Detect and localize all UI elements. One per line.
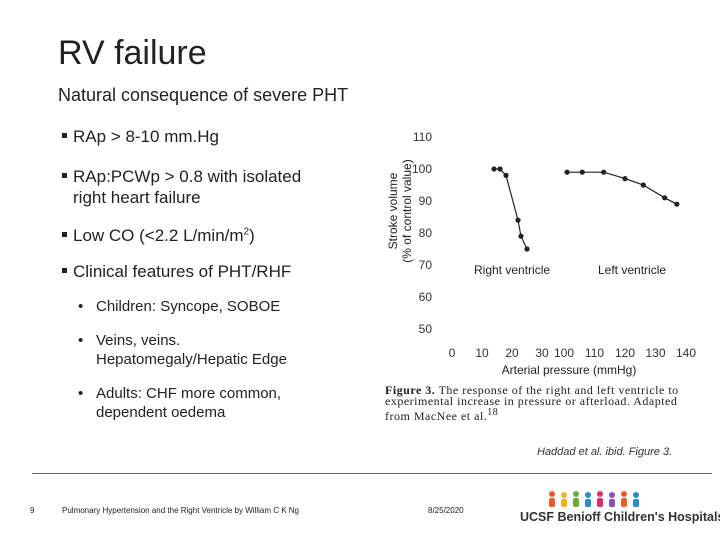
figure-caption: Figure 3. The response of the right and … <box>385 383 705 423</box>
y-axis-label-line2: (% of control value) <box>400 159 414 262</box>
x-tick-label: 120 <box>615 346 635 360</box>
left-ventricle-point <box>662 195 668 201</box>
y-tick-label: 80 <box>419 226 433 240</box>
sub-bullet-adults-line2: dependent oedema <box>96 404 226 421</box>
slide-subtitle: Natural consequence of severe PHT <box>58 85 349 105</box>
left-ventricle-point <box>640 182 646 188</box>
right-ventricle-point <box>524 246 530 252</box>
y-tick-label: 90 <box>419 194 433 208</box>
x-tick-label: 140 <box>676 346 696 360</box>
page-number: 9 <box>30 506 35 515</box>
sub-bullet-veins: • Veins, veins. Hepatomegaly/Hepatic Edg… <box>78 331 287 369</box>
bullet-low-co-sup: 2 <box>243 226 250 238</box>
y-tick-label: 50 <box>419 322 433 336</box>
x-tick-label: 100 <box>554 346 574 360</box>
left-ventricle-point <box>579 169 585 175</box>
series-lines <box>491 166 680 252</box>
ucsf-logo: UCSF Benioff Children's Hospitals <box>520 510 720 524</box>
children-figures-icon <box>549 491 639 507</box>
right-ventricle-point <box>491 166 497 172</box>
left-ventricle-point <box>601 169 607 175</box>
series-label-right-ventricle: Right ventricle <box>474 263 550 277</box>
sub-bullet-children-text: Children: Syncope, SOBOE <box>96 298 281 315</box>
x-tick-label: 130 <box>645 346 665 360</box>
x-tick-label: 110 <box>585 346 604 360</box>
figure-caption-line2: experimental increase in pressure or aft… <box>385 394 678 408</box>
x-tick-label: 20 <box>505 346 519 360</box>
x-tick-label: 0 <box>449 346 456 360</box>
sub-bullet-veins-line2: Hepatomegaly/Hepatic Edge <box>96 351 287 368</box>
right-ventricle-point <box>497 166 503 172</box>
y-tick-label: 70 <box>419 258 433 272</box>
right-ventricle-point <box>518 233 524 239</box>
footer-divider <box>32 473 712 474</box>
y-tick-label: 110 <box>413 130 432 144</box>
stroke-volume-chart: Stroke volume (% of control value) 110 10… <box>386 130 697 377</box>
dot-bullet-icon: • <box>78 332 84 349</box>
sub-bullet-veins-line1: Veins, veins. <box>96 332 181 349</box>
left-ventricle-line <box>567 171 678 205</box>
figure-caption-line1: The response of the right and left ventr… <box>438 383 679 397</box>
sub-bullet-adults-line1: Adults: CHF more common, <box>96 385 282 402</box>
series-label-left-ventricle: Left ventricle <box>598 263 666 277</box>
bullet-clinical: Clinical features of PHT/RHF <box>62 262 291 282</box>
left-ventricle-point <box>674 201 680 207</box>
dot-bullet-icon: • <box>78 298 84 315</box>
square-bullet-icon <box>62 268 67 274</box>
bullet-rap-pcwp-line1: RAp:PCWp > 0.8 with isolated <box>73 167 302 186</box>
x-tick-labels: 0 10 20 30 100 110 120 130 140 <box>449 346 697 360</box>
right-ventricle-point <box>515 217 521 223</box>
bullet-low-co: Low CO (<2.2 L/min/m2) <box>62 226 255 246</box>
bullet-low-co-text: Low CO (<2.2 L/min/m <box>73 226 244 245</box>
left-ventricle-point <box>564 169 570 175</box>
figure-caption-line3: from MacNee et al. <box>385 409 488 423</box>
bullet-rap: RAp > 8-10 mm.Hg <box>62 127 219 147</box>
footer-date: 8/25/2020 <box>428 506 464 515</box>
logo-text: Benioff Children's Hospitals <box>557 510 720 524</box>
square-bullet-icon <box>62 173 67 179</box>
bullet-low-co-tail: ) <box>249 226 255 245</box>
bullet-rap-pcwp-line2: right heart failure <box>73 188 201 207</box>
footer-course: Pulmonary Hypertension and the Right Ven… <box>62 506 299 515</box>
sub-bullet-children: • Children: Syncope, SOBOE <box>78 297 281 316</box>
y-axis-label-line1: Stroke volume <box>386 172 400 249</box>
slide-title: RV failure <box>58 34 207 72</box>
logo-prefix: UCSF <box>520 510 555 524</box>
bullet-rap-pcwp: RAp:PCWp > 0.8 with isolated right heart… <box>62 166 301 208</box>
dot-bullet-icon: • <box>78 385 84 402</box>
sub-bullet-adults: • Adults: CHF more common, dependent oed… <box>78 384 282 422</box>
citation: Haddad et al. ibid. Figure 3. <box>537 446 673 458</box>
right-ventricle-point <box>503 172 509 178</box>
x-tick-label: 30 <box>535 346 549 360</box>
y-tick-label: 60 <box>419 290 433 304</box>
bullet-rap-text: RAp > 8-10 mm.Hg <box>73 127 219 146</box>
y-tick-labels: 110 100 90 80 70 60 50 <box>412 130 432 336</box>
figure-caption-label: Figure 3. <box>385 383 436 397</box>
y-tick-label: 100 <box>412 162 432 176</box>
x-tick-label: 10 <box>475 346 489 360</box>
figure-caption-ref: 18 <box>487 407 499 418</box>
bullet-clinical-text: Clinical features of PHT/RHF <box>73 262 292 281</box>
left-ventricle-point <box>622 176 628 182</box>
square-bullet-icon <box>62 232 67 238</box>
square-bullet-icon <box>62 133 67 139</box>
x-axis-label: Arterial pressure (mmHg) <box>502 363 637 377</box>
